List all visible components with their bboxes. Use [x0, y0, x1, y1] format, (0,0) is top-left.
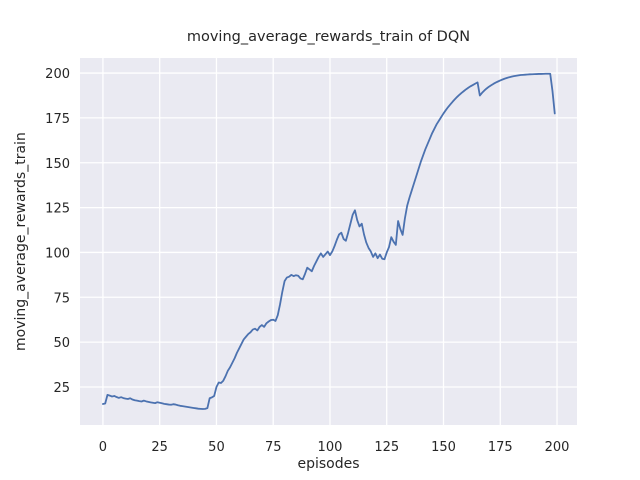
y-axis-label: moving_average_rewards_train [13, 132, 29, 351]
y-tick-label: 75 [53, 291, 70, 306]
x-tick-label: 150 [431, 440, 456, 455]
x-tick-label: 50 [208, 440, 225, 455]
reward-line [102, 72, 556, 410]
x-tick-label: 200 [545, 440, 570, 455]
y-tick-label: 125 [45, 202, 70, 217]
plot-background [80, 58, 577, 425]
x-tick-label: 125 [374, 440, 399, 455]
y-tick-label: 50 [53, 336, 70, 351]
x-tick-label: 175 [488, 440, 513, 455]
x-axis-label: episodes [297, 456, 360, 472]
y-tick-label: 175 [45, 112, 70, 127]
x-tick-label: 75 [265, 440, 282, 455]
y-tick-label: 200 [45, 67, 70, 82]
y-tick-label: 25 [53, 381, 70, 396]
y-tick-label: 100 [45, 246, 70, 261]
chart-title: moving_average_rewards_train of DQN [186, 29, 471, 45]
y-tick-label: 150 [45, 157, 70, 172]
x-tick-label: 25 [151, 440, 168, 455]
x-tick-label: 100 [318, 440, 343, 455]
x-tick-label: 0 [99, 440, 107, 455]
